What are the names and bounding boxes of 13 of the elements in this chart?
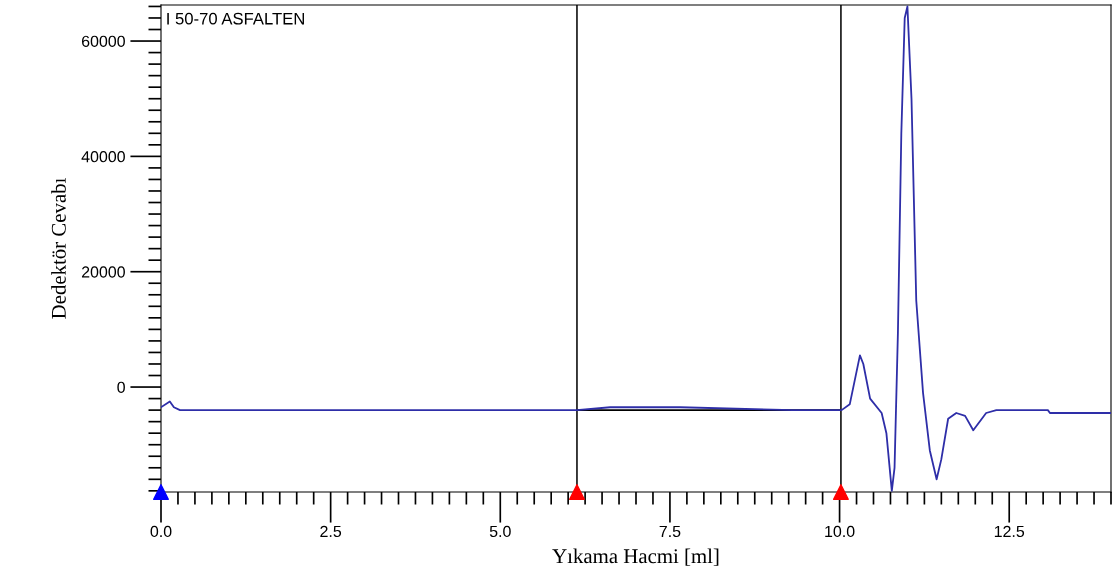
y-tick-label: 20000 [81,266,125,278]
x-axis-title: Yıkama Hacmi [ml] [552,548,719,566]
x-tick-label: 0.0 [150,525,172,538]
x-tick-label: 12.5 [994,525,1025,538]
x-tick-label: 5.0 [489,525,511,538]
y-tick-label: 0 [117,381,125,393]
y-tick-label: 60000 [81,35,125,47]
x-tick-label: 7.5 [659,525,681,538]
x-tick-label: 2.5 [320,525,342,538]
y-axis-title: Dedektör Cevabı [51,178,66,319]
annotation: I 50-70 ASFALTEN [167,12,304,25]
x-tick-label: 10.0 [825,525,855,538]
y-tick-label: 40000 [81,151,125,163]
